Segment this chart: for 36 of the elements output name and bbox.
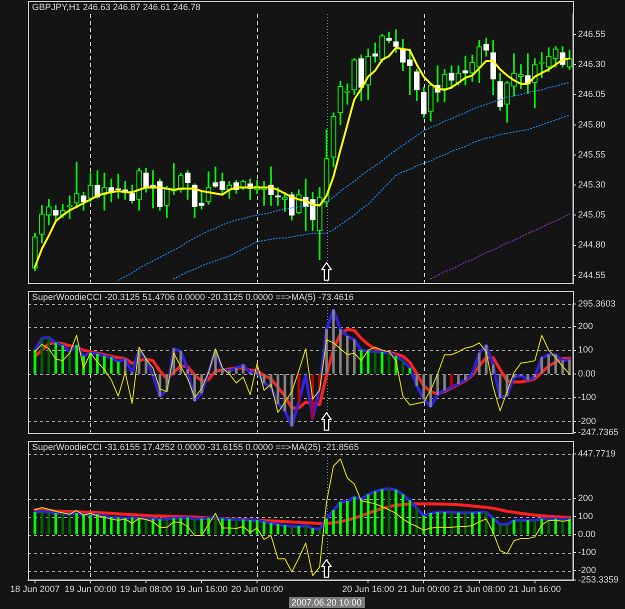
y-tick-label: 245.30 <box>578 180 606 190</box>
chart-title: GBPJPY,H1 246.63 246.87 246.61 246.78 <box>32 2 200 12</box>
y-tick-label: -100 <box>578 547 596 558</box>
y-tick-label: 244.80 <box>578 240 606 250</box>
ref-line-label: 2007.06.20 10:00 <box>291 597 362 608</box>
y-tick-label: 0.00 <box>578 368 596 378</box>
x-tick-label: 19 Jun 16:00 <box>176 584 228 594</box>
chart-title: SuperWoodieCCI -20.3125 51.4706 0.0000 -20.3125 0.0000 ==>MA(5) -73.4616 <box>32 292 354 302</box>
y-tick-label: 246.30 <box>578 59 606 70</box>
x-tick-label: 20 Jun 16:00 <box>342 584 394 594</box>
y-tick-label: 0.00 <box>578 529 596 540</box>
x-tick-label: 18 Jun 2007 <box>10 584 60 594</box>
y-tick-label: 246.05 <box>578 89 606 100</box>
y-tick-label: 200 <box>578 321 594 332</box>
y-tick-label: 245.55 <box>578 149 606 160</box>
y-tick-label: -200 <box>578 416 596 426</box>
y-tick-label: 245.05 <box>578 210 606 220</box>
y-tick-label: 245.80 <box>578 119 606 130</box>
y-tick-label: 246.55 <box>578 28 606 39</box>
chart-title: SuperWoodieCCI -31.6155 17.4252 0.0000 -31.6155 0.0000 ==>MA(25) -21.8565 <box>32 442 359 452</box>
y-tick-label: -247.7365 <box>578 427 619 438</box>
y-tick-label: 100 <box>578 511 594 522</box>
y-tick-label: 100 <box>578 344 594 355</box>
y-tick-label: 295.3603 <box>578 298 616 308</box>
x-tick-label: 19 Jun 08:00 <box>120 584 172 594</box>
x-tick-label: 21 Jun 16:00 <box>508 584 561 594</box>
y-tick-label: 447.7719 <box>578 448 616 458</box>
y-tick-label: 200 <box>578 493 594 504</box>
y-tick-label: 244.55 <box>578 270 606 280</box>
y-tick-label: -253.3359 <box>578 574 619 585</box>
x-tick-label: 19 Jun 00:00 <box>64 584 117 594</box>
x-tick-label: 20 Jun 00:00 <box>231 584 284 594</box>
x-tick-label: 21 Jun 08:00 <box>453 584 506 594</box>
y-tick-label: -200 <box>578 565 596 576</box>
x-tick-label: 21 Jun 00:00 <box>398 584 450 594</box>
y-tick-label: -100 <box>578 392 596 402</box>
